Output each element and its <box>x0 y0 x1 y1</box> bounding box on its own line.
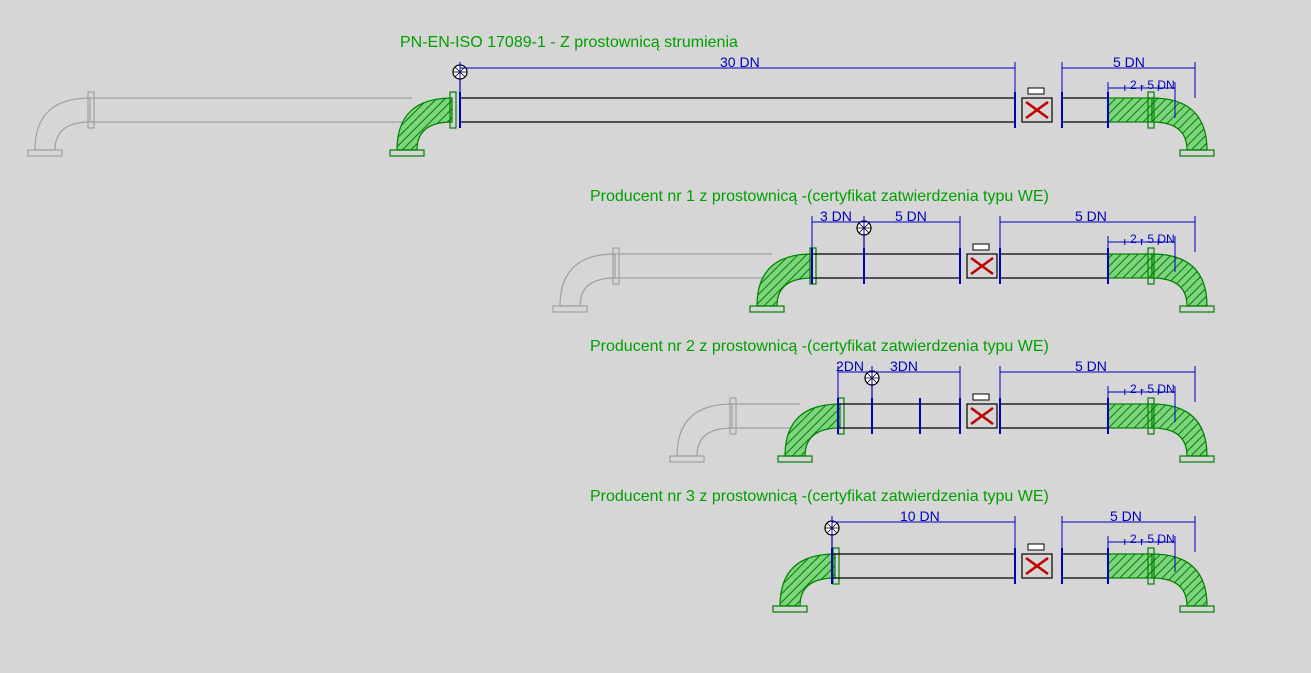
dimension-label: 2 - 5 DN <box>1130 532 1175 546</box>
dimension-label: 5 DN <box>1113 54 1145 70</box>
diagram-title: Producent nr 1 z prostownicą -(certyfika… <box>590 188 1049 206</box>
dimension-label: 2 - 5 DN <box>1130 382 1175 396</box>
dimension-label: 2 - 5 DN <box>1130 78 1175 92</box>
diagram-title: Producent nr 2 z prostownicą -(certyfika… <box>590 338 1049 356</box>
dimension-label: 3 DN <box>820 208 852 224</box>
dimension-label: 10 DN <box>900 508 940 524</box>
dimension-label: 5 DN <box>1075 208 1107 224</box>
diagram-canvas <box>0 0 1311 673</box>
diagram-title: PN-EN-ISO 17089-1 - Z prostownicą strumi… <box>400 34 738 52</box>
diagram-title: Producent nr 3 z prostownicą -(certyfika… <box>590 488 1049 506</box>
dimension-label: 5 DN <box>1075 358 1107 374</box>
dimension-label: 5 DN <box>895 208 927 224</box>
dimension-label: 30 DN <box>720 54 760 70</box>
dimension-label: 5 DN <box>1110 508 1142 524</box>
dimension-label: 2 - 5 DN <box>1130 232 1175 246</box>
dimension-label: 3DN <box>890 358 918 374</box>
dimension-label: 2DN <box>836 358 864 374</box>
